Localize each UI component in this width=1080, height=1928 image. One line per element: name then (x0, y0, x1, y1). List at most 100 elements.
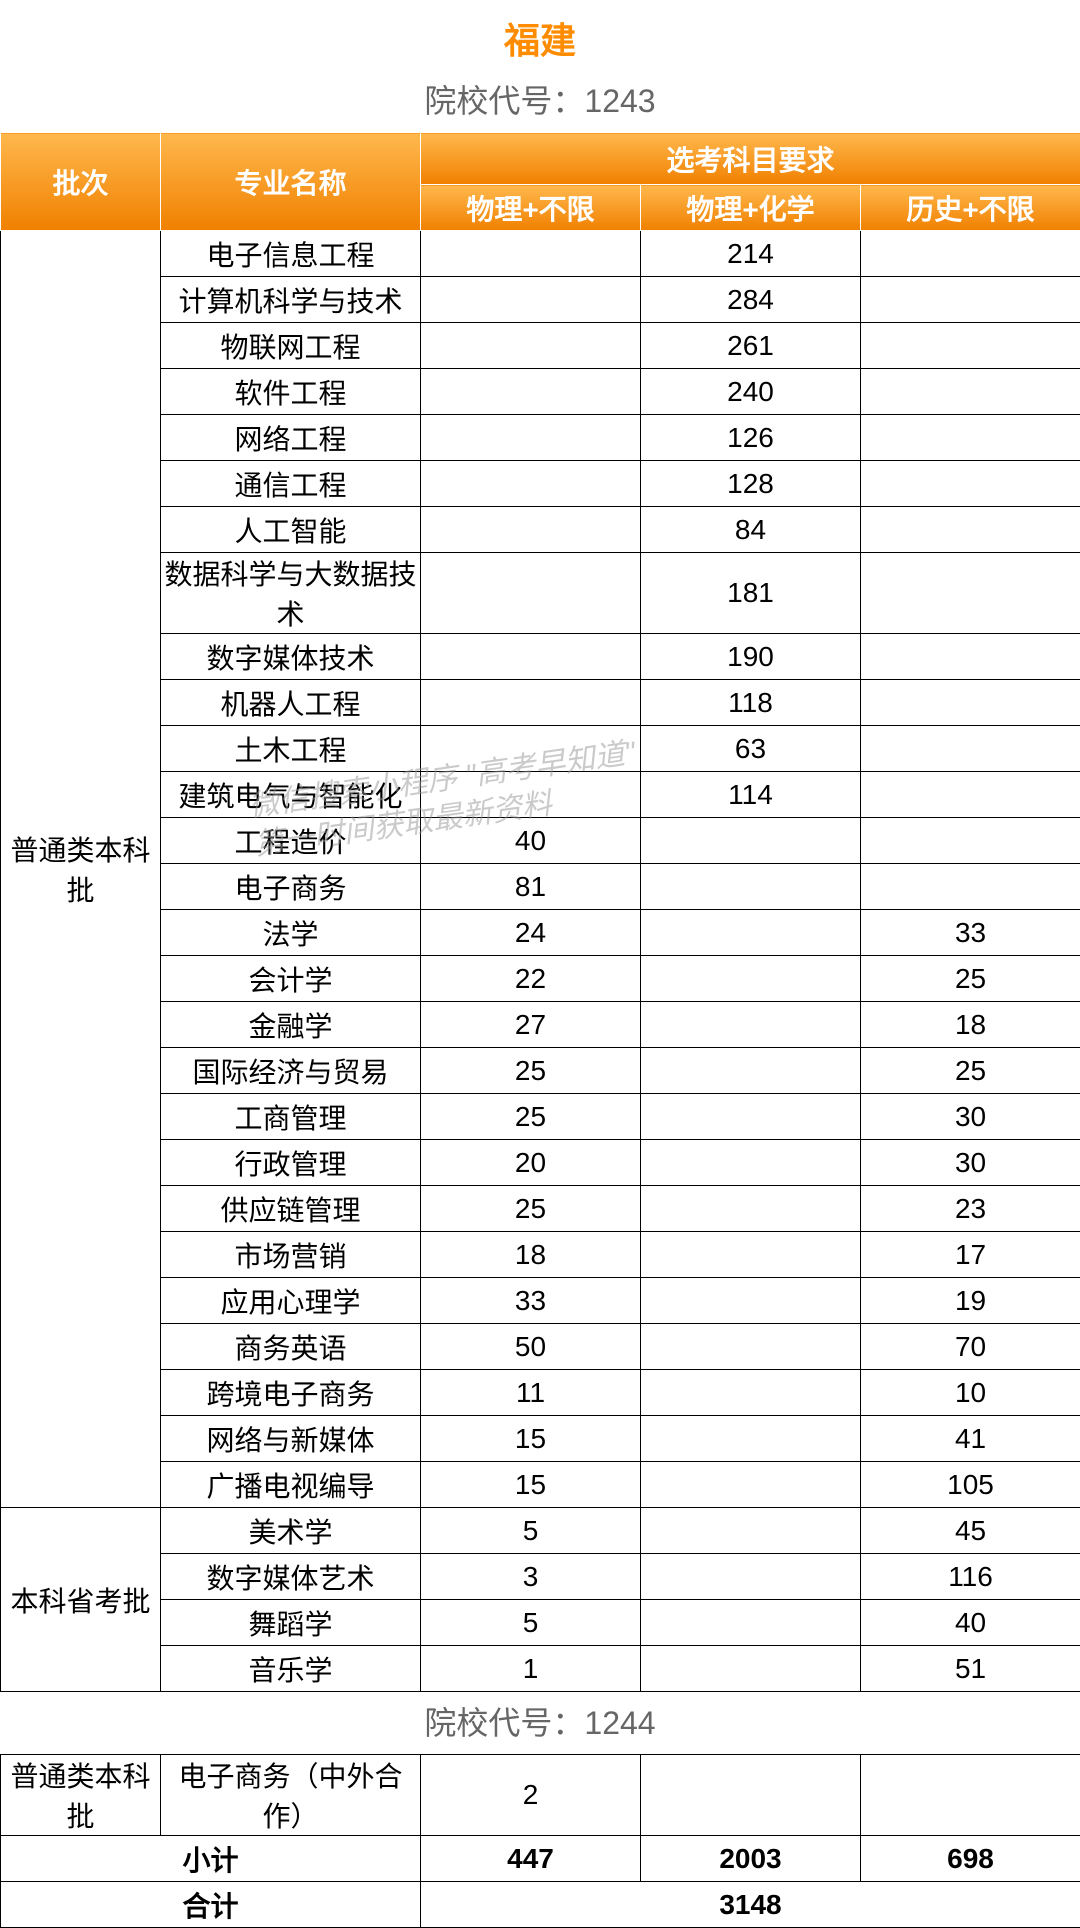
req2-cell: 126 (641, 415, 861, 461)
req1-cell (421, 680, 641, 726)
major-cell: 工程造价 (161, 818, 421, 864)
major-cell: 数据科学与大数据技术 (161, 553, 421, 634)
req2-cell: 240 (641, 369, 861, 415)
table-row: 普通类本科批电子商务（中外合作）2 (1, 1755, 1080, 1836)
table-row: 机器人工程 118 (1, 680, 1080, 726)
req3-cell (861, 461, 1080, 507)
req2-cell: 181 (641, 553, 861, 634)
req2-cell: 63 (641, 726, 861, 772)
req2-cell (641, 1755, 861, 1836)
req1-cell: 2 (421, 1755, 641, 1836)
table-row: 音乐学151 (1, 1646, 1080, 1692)
req1-cell: 1 (421, 1646, 641, 1692)
subtotal-r3: 698 (861, 1836, 1080, 1882)
req2-cell: 128 (641, 461, 861, 507)
major-cell: 电子商务（中外合作） (161, 1755, 421, 1836)
table-row: 软件工程240 (1, 369, 1080, 415)
req1-cell: 15 (421, 1416, 641, 1462)
major-cell: 美术学 (161, 1508, 421, 1554)
req1-cell (421, 461, 641, 507)
table-row: 数据科学与大数据技术 181 (1, 553, 1080, 634)
req3-cell: 116 (861, 1554, 1080, 1600)
subtotal-r2: 2003 (641, 1836, 861, 1882)
subtotal-r1: 447 (421, 1836, 641, 1882)
req2-cell (641, 956, 861, 1002)
header-major: 专业名称 (161, 133, 421, 231)
req1-cell: 5 (421, 1600, 641, 1646)
req1-cell: 25 (421, 1048, 641, 1094)
table-row: 计算机科学与技术284 (1, 277, 1080, 323)
header-req3: 历史+不限 (861, 185, 1080, 231)
total-row: 合计3148 (1, 1882, 1080, 1928)
req2-cell (641, 1002, 861, 1048)
req2-cell (641, 1554, 861, 1600)
table-row: 通信工程128 (1, 461, 1080, 507)
req3-cell: 41 (861, 1416, 1080, 1462)
req3-cell: 19 (861, 1278, 1080, 1324)
table-row: 法学2433 (1, 910, 1080, 956)
major-cell: 跨境电子商务 (161, 1370, 421, 1416)
req2-cell (641, 1416, 861, 1462)
req3-cell: 45 (861, 1508, 1080, 1554)
req1-cell: 11 (421, 1370, 641, 1416)
req3-cell (861, 277, 1080, 323)
req3-cell (861, 772, 1080, 818)
req1-cell: 3 (421, 1554, 641, 1600)
table-row: 会计学2225 (1, 956, 1080, 1002)
req1-cell (421, 323, 641, 369)
table-row: 国际经济与贸易2525 (1, 1048, 1080, 1094)
req2-cell (641, 1600, 861, 1646)
major-cell: 网络与新媒体 (161, 1416, 421, 1462)
req1-cell (421, 553, 641, 634)
req2-cell: 284 (641, 277, 861, 323)
req3-cell: 18 (861, 1002, 1080, 1048)
req3-cell: 51 (861, 1646, 1080, 1692)
req2-cell (641, 864, 861, 910)
req2-cell (641, 1370, 861, 1416)
major-cell: 市场营销 (161, 1232, 421, 1278)
req3-cell: 40 (861, 1600, 1080, 1646)
table-row: 物联网工程261 (1, 323, 1080, 369)
major-cell: 电子信息工程 (161, 231, 421, 277)
table-row: 广播电视编导15105 (1, 1462, 1080, 1508)
major-cell: 国际经济与贸易 (161, 1048, 421, 1094)
major-cell: 供应链管理 (161, 1186, 421, 1232)
major-cell: 金融学 (161, 1002, 421, 1048)
req2-cell (641, 1048, 861, 1094)
req3-cell: 70 (861, 1324, 1080, 1370)
req2-cell (641, 910, 861, 956)
table-row: 工商管理2530 (1, 1094, 1080, 1140)
req1-cell: 5 (421, 1508, 641, 1554)
req3-cell (861, 864, 1080, 910)
table-row: 工程造价40 (1, 818, 1080, 864)
req3-cell: 30 (861, 1094, 1080, 1140)
major-cell: 土木工程 (161, 726, 421, 772)
table-row: 市场营销1817 (1, 1232, 1080, 1278)
second-table: 普通类本科批电子商务（中外合作）2小计4472003698合计3148 (0, 1754, 1080, 1928)
req1-cell: 25 (421, 1186, 641, 1232)
req2-cell (641, 1324, 861, 1370)
req1-cell (421, 231, 641, 277)
req2-cell (641, 818, 861, 864)
req1-cell: 22 (421, 956, 641, 1002)
header-req1: 物理+不限 (421, 185, 641, 231)
req1-cell: 20 (421, 1140, 641, 1186)
major-cell: 广播电视编导 (161, 1462, 421, 1508)
major-cell: 数字媒体艺术 (161, 1554, 421, 1600)
major-cell: 数字媒体技术 (161, 634, 421, 680)
req1-cell: 33 (421, 1278, 641, 1324)
major-cell: 机器人工程 (161, 680, 421, 726)
main-table: 批次 专业名称 选考科目要求 物理+不限 物理+化学 历史+不限 普通类本科批电… (0, 132, 1080, 1692)
req2-cell (641, 1646, 861, 1692)
req3-cell: 25 (861, 1048, 1080, 1094)
header-req-group: 选考科目要求 (421, 133, 1080, 185)
table-row: 电子商务81 (1, 864, 1080, 910)
table-row: 应用心理学3319 (1, 1278, 1080, 1324)
req1-cell: 18 (421, 1232, 641, 1278)
req1-cell (421, 634, 641, 680)
req2-cell: 118 (641, 680, 861, 726)
req1-cell (421, 415, 641, 461)
req3-cell (861, 507, 1080, 553)
req3-cell (861, 634, 1080, 680)
table-row: 行政管理2030 (1, 1140, 1080, 1186)
